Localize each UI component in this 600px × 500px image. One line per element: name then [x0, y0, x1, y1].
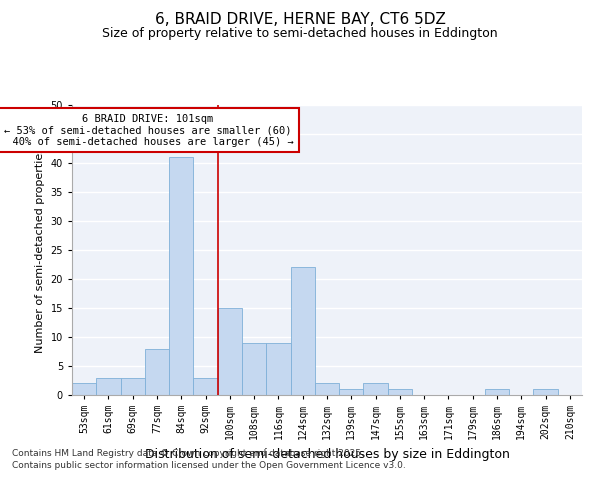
- Text: Contains public sector information licensed under the Open Government Licence v3: Contains public sector information licen…: [12, 461, 406, 470]
- Bar: [169, 157, 193, 395]
- Text: 6, BRAID DRIVE, HERNE BAY, CT6 5DZ: 6, BRAID DRIVE, HERNE BAY, CT6 5DZ: [155, 12, 445, 28]
- Bar: [339, 389, 364, 395]
- X-axis label: Distribution of semi-detached houses by size in Eddington: Distribution of semi-detached houses by …: [145, 448, 509, 460]
- Bar: [364, 384, 388, 395]
- Bar: [533, 389, 558, 395]
- Bar: [193, 378, 218, 395]
- Bar: [218, 308, 242, 395]
- Bar: [242, 343, 266, 395]
- Text: Size of property relative to semi-detached houses in Eddington: Size of property relative to semi-detach…: [102, 28, 498, 40]
- Bar: [145, 348, 169, 395]
- Y-axis label: Number of semi-detached properties: Number of semi-detached properties: [35, 147, 45, 353]
- Bar: [485, 389, 509, 395]
- Bar: [266, 343, 290, 395]
- Bar: [121, 378, 145, 395]
- Bar: [315, 384, 339, 395]
- Bar: [388, 389, 412, 395]
- Text: Contains HM Land Registry data © Crown copyright and database right 2025.: Contains HM Land Registry data © Crown c…: [12, 448, 364, 458]
- Bar: [72, 384, 96, 395]
- Bar: [96, 378, 121, 395]
- Bar: [290, 268, 315, 395]
- Text: 6 BRAID DRIVE: 101sqm
← 53% of semi-detached houses are smaller (60)
  40% of se: 6 BRAID DRIVE: 101sqm ← 53% of semi-deta…: [1, 114, 294, 147]
